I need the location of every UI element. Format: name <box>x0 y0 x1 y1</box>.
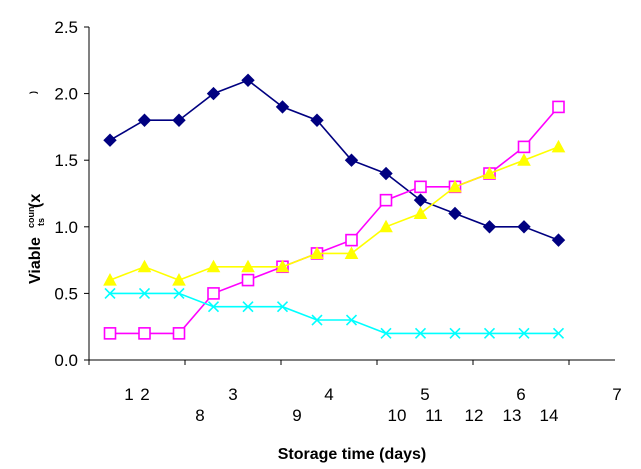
series-3 <box>103 139 566 286</box>
x-tick-label: 13 <box>503 406 522 425</box>
x-tick-label: 4 <box>324 385 333 404</box>
x-tick-label: 10 <box>388 406 407 425</box>
y-tick-label: 2.0 <box>54 85 78 104</box>
data-point <box>311 314 323 326</box>
y-ticks: 0.0 0.5 1.0 1.5 2.0 2.5 <box>54 18 89 370</box>
data-point <box>137 113 152 127</box>
y-title-part-4: (x <box>27 194 44 208</box>
y-tick-label: 1.5 <box>54 151 78 170</box>
data-point <box>414 327 427 339</box>
data-point <box>137 259 152 273</box>
data-point <box>310 246 324 259</box>
x-tick-label: 8 <box>195 406 204 425</box>
data-point <box>206 86 221 101</box>
y-title-part-1: Viable <box>27 237 44 284</box>
data-point <box>413 206 428 219</box>
y-tick-label: 0.5 <box>54 284 78 303</box>
series-4 <box>104 287 565 339</box>
data-point <box>448 206 462 221</box>
x-tick-label: 14 <box>540 406 559 425</box>
data-point <box>551 139 566 153</box>
series-line <box>109 79 559 241</box>
data-point <box>104 287 116 299</box>
x-axis-title: Storage time (days) <box>278 446 426 463</box>
data-point <box>206 259 221 273</box>
x-tick-label: 5 <box>420 385 429 404</box>
data-point <box>172 113 186 127</box>
y-tick-label: 0.0 <box>54 351 78 370</box>
data-point <box>449 327 461 339</box>
data-point <box>138 287 151 299</box>
data-point <box>517 220 531 234</box>
x-ticks: 1 2 3 4 5 6 78 9 10 11 12 13 14 <box>88 360 622 425</box>
data-point <box>345 233 358 247</box>
data-point <box>379 193 393 207</box>
x-tick-label: 7 <box>612 385 621 404</box>
data-point <box>413 193 428 207</box>
series-line <box>110 292 559 335</box>
x-tick-label: 6 <box>516 385 525 404</box>
data-point <box>138 327 151 340</box>
data-point <box>483 327 496 339</box>
x-tick-label: 12 <box>465 406 484 425</box>
series-1 <box>103 73 566 247</box>
data-point <box>552 100 565 114</box>
data-point <box>448 179 462 193</box>
data-point <box>345 314 358 326</box>
data-point <box>344 153 359 167</box>
data-point <box>518 327 530 339</box>
data-point <box>379 219 393 233</box>
data-point <box>517 153 531 166</box>
series-2 <box>103 100 565 340</box>
data-point <box>552 327 565 339</box>
x-tick-label: 9 <box>292 406 301 425</box>
data-point <box>482 166 497 180</box>
y-tick-label: 1.0 <box>54 218 78 237</box>
x-tick-label: 2 <box>140 385 149 404</box>
data-point <box>275 100 290 114</box>
y-axis-title: Viable coun ts (x ) <box>26 91 46 284</box>
y-title-part-2: coun <box>26 207 36 229</box>
y-title-part-5: ) <box>28 91 38 94</box>
data-point <box>276 301 289 313</box>
data-point <box>517 140 531 154</box>
data-point <box>241 273 255 287</box>
data-point <box>482 220 497 234</box>
data-point <box>275 259 290 273</box>
data-point <box>380 327 392 339</box>
data-point <box>103 133 117 147</box>
data-point <box>103 273 117 286</box>
x-tick-label: 11 <box>425 406 443 425</box>
data-point <box>207 301 220 313</box>
data-point <box>207 287 220 300</box>
data-point <box>103 327 117 340</box>
data-point <box>344 246 359 259</box>
data-point <box>551 233 566 247</box>
x-tick-label: 3 <box>228 385 237 404</box>
data-point <box>241 259 255 273</box>
series-layer <box>103 73 566 340</box>
y-title-part-3: ts <box>36 218 46 226</box>
series-line <box>109 146 559 281</box>
data-point <box>173 287 185 299</box>
x-tick-label: 1 <box>124 385 133 404</box>
data-point <box>241 73 255 87</box>
data-point <box>242 301 254 313</box>
data-point <box>414 180 427 194</box>
y-tick-label: 2.5 <box>54 18 78 37</box>
data-point <box>310 113 324 127</box>
data-point <box>172 273 186 286</box>
data-point <box>172 327 186 340</box>
data-point <box>379 166 393 181</box>
